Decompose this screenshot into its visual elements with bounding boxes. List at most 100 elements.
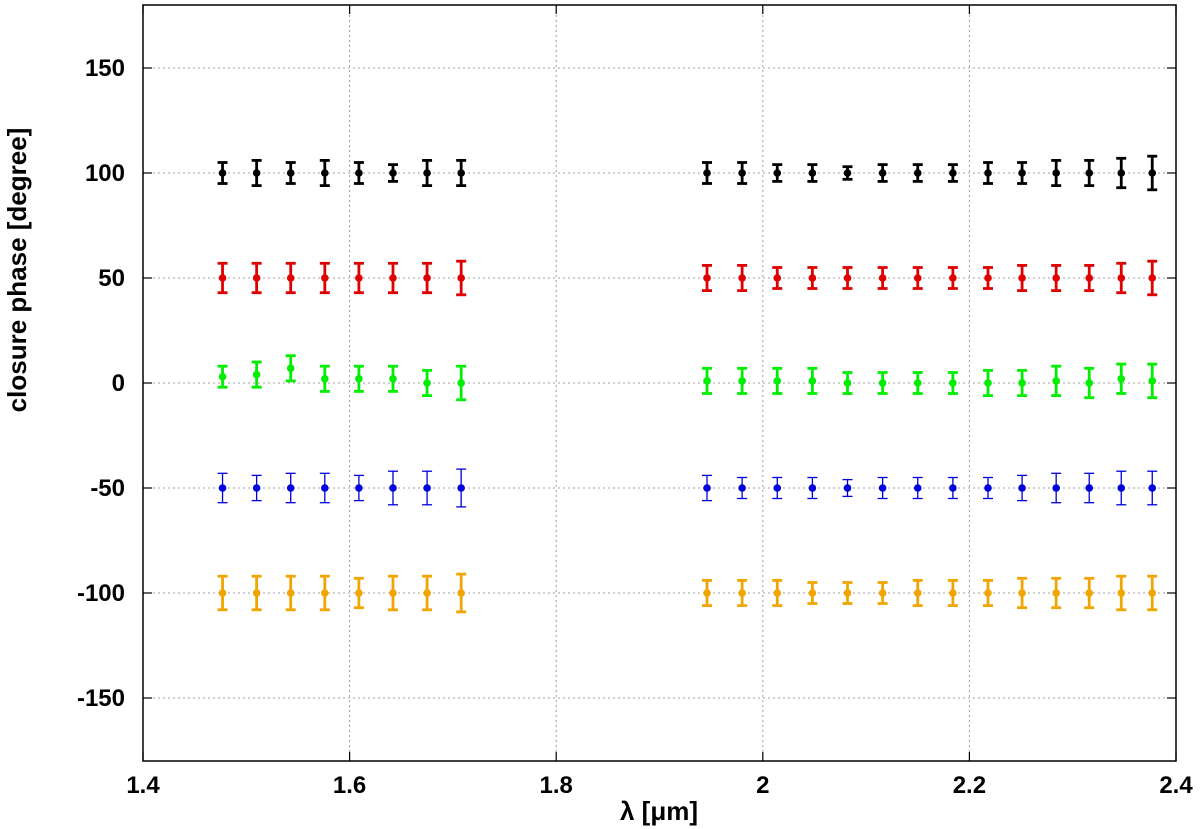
data-point — [1147, 470, 1158, 506]
point-marker — [703, 589, 711, 597]
point-marker — [949, 484, 957, 492]
data-point — [842, 266, 853, 290]
data-point — [1051, 576, 1062, 610]
data-point — [842, 478, 853, 498]
point-marker — [321, 375, 329, 383]
point-marker — [423, 589, 431, 597]
data-point — [1084, 576, 1095, 610]
point-marker — [1085, 484, 1094, 492]
y-tick-label: 150 — [85, 55, 125, 82]
point-marker — [1052, 274, 1060, 282]
data-point — [842, 581, 853, 605]
data-point — [842, 165, 853, 181]
data-point — [217, 472, 228, 504]
point-marker — [457, 484, 465, 492]
data-point — [772, 476, 783, 500]
data-point — [772, 366, 783, 395]
point-marker — [984, 274, 992, 282]
data-point — [285, 574, 296, 612]
data-point — [422, 158, 433, 188]
point-marker — [1085, 169, 1094, 177]
point-marker — [738, 169, 746, 177]
data-point — [982, 476, 993, 500]
point-marker — [1018, 484, 1026, 492]
data-point — [807, 581, 818, 605]
data-point — [1116, 156, 1127, 190]
data-point — [912, 579, 923, 607]
data-point — [422, 368, 433, 398]
data-point — [877, 371, 888, 395]
x-tick-label: 1.8 — [540, 772, 573, 799]
point-marker — [773, 484, 782, 492]
data-point — [702, 263, 713, 293]
data-point — [1017, 161, 1028, 185]
point-marker — [1148, 377, 1157, 385]
point-marker — [738, 377, 746, 385]
point-marker — [355, 375, 363, 383]
point-marker — [984, 169, 992, 177]
point-marker — [878, 379, 887, 387]
data-point — [737, 263, 748, 293]
point-marker — [1085, 379, 1094, 387]
point-marker — [1148, 484, 1157, 492]
x-tick-label: 1.4 — [126, 772, 160, 799]
data-point — [456, 468, 467, 508]
point-marker — [913, 274, 922, 282]
point-marker — [389, 274, 397, 282]
point-marker — [423, 169, 431, 177]
point-marker — [913, 379, 922, 387]
y-tick-label: 100 — [85, 160, 125, 187]
point-marker — [457, 379, 465, 387]
point-marker — [878, 274, 887, 282]
data-point — [772, 579, 783, 607]
data-point — [1116, 470, 1127, 506]
x-tick-label: 1.6 — [333, 772, 366, 799]
data-point — [877, 266, 888, 290]
point-marker — [286, 364, 295, 373]
x-tick-label: 2.2 — [953, 772, 986, 799]
point-marker — [355, 589, 363, 597]
point-marker — [355, 484, 363, 492]
data-point — [387, 574, 398, 612]
point-marker — [703, 484, 711, 492]
data-point — [1147, 154, 1158, 192]
plot-frame — [142, 4, 1177, 762]
data-point — [877, 581, 888, 605]
point-marker — [389, 589, 397, 597]
point-marker — [252, 484, 261, 492]
point-marker — [1117, 274, 1126, 282]
point-marker — [808, 484, 817, 492]
data-point — [772, 163, 783, 183]
data-point — [456, 259, 467, 297]
data-point — [217, 161, 228, 185]
data-point — [912, 371, 923, 395]
data-point — [387, 163, 398, 183]
data-point — [737, 161, 748, 185]
data-point — [285, 472, 296, 504]
point-marker — [949, 169, 957, 177]
point-marker — [843, 379, 852, 387]
data-point — [285, 261, 296, 295]
data-point — [947, 579, 958, 607]
point-marker — [843, 589, 852, 597]
point-marker — [703, 377, 711, 385]
data-point — [1051, 263, 1062, 293]
point-marker — [843, 484, 852, 492]
point-marker — [913, 484, 922, 492]
data-point — [353, 364, 364, 393]
data-point — [319, 364, 330, 393]
point-marker — [1052, 169, 1060, 177]
point-marker — [773, 274, 782, 282]
data-point — [982, 579, 993, 607]
point-marker — [252, 589, 261, 597]
point-marker — [1148, 589, 1157, 597]
data-point — [353, 474, 364, 502]
point-marker — [949, 379, 957, 387]
point-marker — [286, 169, 295, 177]
data-point — [1147, 259, 1158, 297]
point-marker — [321, 274, 329, 282]
point-marker — [1018, 274, 1026, 282]
point-marker — [252, 169, 261, 177]
data-point — [251, 158, 262, 188]
